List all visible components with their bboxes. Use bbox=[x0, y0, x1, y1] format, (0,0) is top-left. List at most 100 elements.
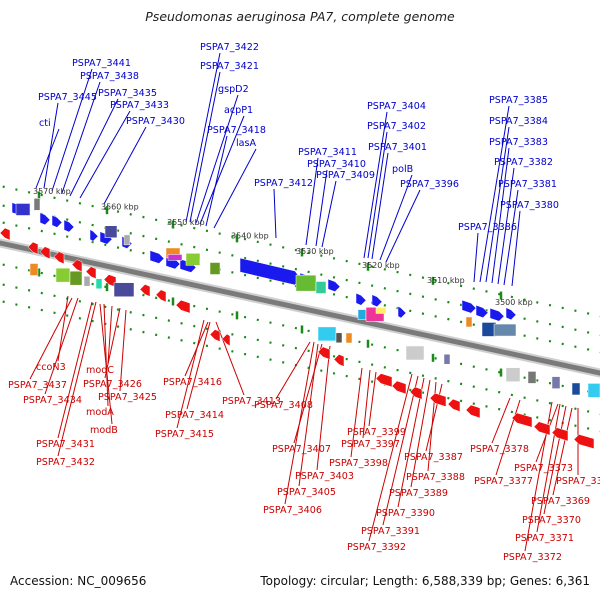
gene-label-bottom[interactable]: PSPA7_3437 bbox=[8, 380, 67, 391]
leader-line-top bbox=[371, 152, 389, 260]
leader-line-bottom bbox=[176, 319, 205, 429]
dotted-guide-4 bbox=[0, 282, 600, 416]
scale-label: 3560 kbp bbox=[101, 203, 139, 212]
gene-label-top[interactable]: PSPA7_3384 bbox=[489, 116, 548, 127]
gene-label-bottom[interactable]: PSPA7_3388 bbox=[406, 472, 465, 483]
gene-label-bottom[interactable]: PSPA7_3391 bbox=[361, 526, 420, 537]
gene-box-olive bbox=[69, 270, 83, 286]
gene-label-bottom[interactable]: PSPA7_3399 bbox=[347, 427, 406, 438]
gene-label-bottom[interactable]: PSPA7_3377 bbox=[474, 476, 533, 487]
gene-arrow-forward bbox=[51, 214, 63, 228]
gene-box-magenta bbox=[167, 254, 183, 261]
gene-arrow-forward bbox=[327, 278, 341, 292]
gene-label-bottom[interactable]: modB bbox=[90, 425, 118, 436]
gene-box-olive bbox=[209, 262, 221, 275]
gene-label-bottom[interactable]: PSPA7_3373 bbox=[514, 463, 573, 474]
gene-label-bottom[interactable]: PSPA7_3434 bbox=[23, 395, 82, 406]
gene-label-top[interactable]: PSPA7_3422 bbox=[200, 42, 259, 53]
gene-label-top[interactable]: polB bbox=[392, 164, 413, 175]
gene-label-bottom[interactable]: PSPA7_3397 bbox=[341, 439, 400, 450]
gene-label-bottom[interactable]: PSPA7_3405 bbox=[277, 487, 336, 498]
gene-label-top[interactable]: PSPA7_3411 bbox=[298, 147, 357, 158]
gene-label-bottom[interactable]: PSPA7_3403 bbox=[295, 471, 354, 482]
gene-label-bottom[interactable]: PSPA7_3414 bbox=[165, 410, 224, 421]
leader-line-top bbox=[315, 169, 328, 247]
leader-line-bottom bbox=[298, 343, 319, 487]
leader-line-top bbox=[511, 210, 521, 287]
gene-label-top[interactable]: PSPA7_3430 bbox=[126, 116, 185, 127]
gene-label-top[interactable]: PSPA7_3383 bbox=[489, 137, 548, 148]
scale-label: 3540 kbp bbox=[231, 232, 269, 241]
gene-label-top[interactable]: PSPA7_3396 bbox=[400, 179, 459, 190]
gene-label-bottom[interactable]: modC bbox=[86, 365, 114, 376]
leader-line-top bbox=[503, 189, 519, 286]
gene-label-top[interactable]: PSPA7_3386 bbox=[458, 222, 517, 233]
gene-label-top[interactable]: PSPA7_3418 bbox=[207, 125, 266, 136]
gene-label-bottom[interactable]: PSPA7_3432 bbox=[36, 457, 95, 468]
gene-label-top[interactable]: PSPA7_3385 bbox=[489, 95, 548, 106]
gene-label-bottom[interactable]: PSPA7_3390 bbox=[376, 508, 435, 519]
gene-label-top[interactable]: PSPA7_3435 bbox=[98, 88, 157, 99]
gene-label-bottom[interactable]: PSPA7_3378 bbox=[470, 444, 529, 455]
gene-box-grey bbox=[33, 198, 41, 211]
gene-label-top[interactable]: PSPA7_3445 bbox=[38, 92, 97, 103]
gene-label-top[interactable]: PSPA7_3401 bbox=[368, 142, 427, 153]
gene-label-bottom[interactable]: PSPA7_3368 bbox=[556, 476, 600, 487]
gene-arrow-reverse bbox=[375, 373, 393, 388]
gene-label-top[interactable]: PSPA7_3409 bbox=[316, 170, 375, 181]
gene-box-yellow bbox=[375, 307, 387, 314]
gene-label-bottom[interactable]: PSPA7_3389 bbox=[389, 488, 448, 499]
gene-label-top[interactable]: PSPA7_3410 bbox=[307, 159, 366, 170]
gene-label-top[interactable]: PSPA7_3441 bbox=[72, 58, 131, 69]
gene-arrow-reverse bbox=[0, 227, 11, 241]
leader-line-top bbox=[497, 167, 515, 285]
gene-label-bottom[interactable]: PSPA7_3413 bbox=[222, 396, 281, 407]
gene-label-top[interactable]: PSPA7_3421 bbox=[200, 61, 259, 72]
leader-line-top bbox=[479, 105, 510, 283]
leader-line-top bbox=[195, 94, 239, 224]
gene-label-top[interactable]: PSPA7_3402 bbox=[367, 121, 426, 132]
leader-line-bottom bbox=[552, 407, 573, 496]
gene-arrow-reverse bbox=[221, 333, 231, 347]
gene-label-top[interactable]: PSPA7_3382 bbox=[494, 157, 553, 168]
gene-arrow-reverse bbox=[333, 354, 345, 367]
gene-label-top[interactable]: gspD2 bbox=[218, 84, 249, 95]
gene-label-top[interactable]: PSPA7_3433 bbox=[110, 100, 169, 111]
gene-label-bottom[interactable]: PSPA7_3425 bbox=[98, 392, 157, 403]
gene-label-top[interactable]: PSPA7_3412 bbox=[254, 178, 313, 189]
leader-line-bottom bbox=[382, 375, 419, 526]
gene-arrow-reverse bbox=[551, 427, 569, 442]
gene-label-bottom[interactable]: PSPA7_3426 bbox=[83, 379, 142, 390]
gene-label-top[interactable]: PSPA7_3381 bbox=[498, 179, 557, 190]
genome-backbone bbox=[0, 238, 600, 378]
gene-arrow-reverse bbox=[409, 386, 423, 400]
gene-label-bottom[interactable]: modA bbox=[86, 407, 114, 418]
gene-arrow-reverse bbox=[71, 259, 83, 273]
gene-label-bottom[interactable]: PSPA7_3406 bbox=[263, 505, 322, 516]
gene-label-bottom[interactable]: PSPA7_3369 bbox=[531, 496, 590, 507]
gene-label-top[interactable]: PSPA7_3438 bbox=[80, 71, 139, 82]
gene-label-top[interactable]: cti bbox=[39, 118, 51, 129]
gene-arrow-reverse bbox=[429, 392, 447, 407]
gene-label-bottom[interactable]: PSPA7_3371 bbox=[515, 533, 574, 544]
gene-label-bottom[interactable]: PSPA7_3387 bbox=[404, 452, 463, 463]
gene-label-bottom[interactable]: PSPA7_3415 bbox=[155, 429, 214, 440]
gene-label-top[interactable]: PSPA7_3380 bbox=[500, 200, 559, 211]
leader-line-top bbox=[473, 232, 479, 283]
gene-label-top[interactable]: acpP1 bbox=[224, 105, 253, 116]
leader-line-top bbox=[61, 81, 101, 194]
gene-label-bottom[interactable]: PSPA7_3372 bbox=[503, 552, 562, 563]
gene-label-top[interactable]: PSPA7_3404 bbox=[367, 101, 426, 112]
gene-label-bottom[interactable]: PSPA7_3370 bbox=[522, 515, 581, 526]
gene-arrow-reverse bbox=[573, 434, 595, 450]
gene-label-bottom[interactable]: PSPA7_3416 bbox=[163, 377, 222, 388]
gene-label-bottom[interactable]: PSPA7_3398 bbox=[329, 458, 388, 469]
gene-label-bottom[interactable]: PSPA7_3431 bbox=[36, 439, 95, 450]
gene-label-bottom[interactable]: PSPA7_3408 bbox=[254, 400, 313, 411]
leader-line-top bbox=[385, 189, 421, 263]
gene-label-top[interactable]: lasA bbox=[236, 138, 257, 149]
gene-label-bottom[interactable]: PSPA7_3407 bbox=[272, 444, 331, 455]
gene-label-bottom[interactable]: PSPA7_3392 bbox=[347, 542, 406, 553]
leader-line-top bbox=[103, 126, 147, 205]
gene-label-bottom[interactable]: ccoN3 bbox=[36, 362, 66, 373]
